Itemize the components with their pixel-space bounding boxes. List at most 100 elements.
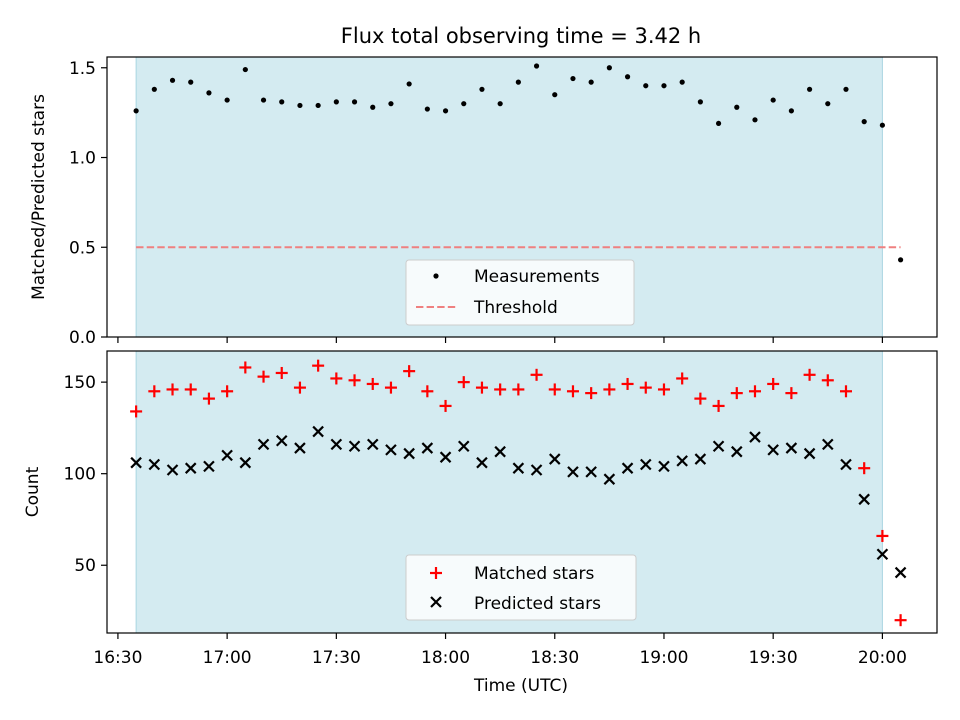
measurement-point (315, 102, 321, 109)
predicted-star-point (548, 453, 561, 465)
x-tick-label: 18:30 (530, 648, 579, 668)
measurement-point (515, 79, 521, 85)
x-tick-label: 16:30 (93, 648, 142, 668)
predicted-star-point (621, 462, 634, 474)
x-tick-label: 18:00 (421, 648, 470, 668)
matched-star-point (603, 383, 616, 396)
predicted-star-point (785, 442, 798, 454)
x-tick-label: 17:00 (203, 648, 252, 668)
predicted-star-point (494, 445, 506, 458)
top-y-tick-label: 0.5 (69, 238, 96, 258)
matched-star-point (712, 399, 725, 412)
legend-predicted-marker (430, 596, 442, 608)
measurement-point (224, 97, 230, 103)
measurement-point (661, 83, 667, 89)
matched-star-point (694, 392, 707, 405)
matched-star-point (184, 383, 197, 396)
legend-predicted-label: Predicted stars (474, 594, 601, 614)
measurement-point (333, 99, 339, 105)
matched-star-point (730, 387, 743, 400)
measurement-point (770, 97, 776, 103)
matched-star-point (767, 377, 780, 390)
matched-star-point (239, 361, 252, 374)
predicted-star-point (239, 456, 252, 469)
measurement-point (406, 81, 412, 87)
predicted-star-point (567, 466, 579, 478)
measurement-point (788, 108, 794, 114)
predicted-star-point (330, 438, 343, 451)
matched-star-point (821, 374, 834, 387)
matched-star-point (166, 383, 179, 396)
bottom-y-axis-label: Count (23, 466, 43, 517)
matched-star-point (785, 387, 798, 400)
measurement-point (497, 101, 503, 107)
predicted-star-point (421, 442, 434, 454)
measurement-point (588, 79, 594, 85)
chart-title: Flux total observing time = 3.42 h (341, 24, 701, 48)
predicted-star-point (312, 425, 324, 438)
measurement-point (570, 75, 576, 82)
matched-star-point (221, 385, 234, 398)
predicted-star-point (166, 464, 179, 476)
predicted-star-point (822, 438, 834, 451)
predicted-star-point (676, 455, 688, 467)
measurement-point (752, 117, 758, 123)
measurement-point (424, 106, 430, 112)
measurement-point (643, 83, 649, 89)
matched-star-point (657, 383, 670, 396)
measurement-point (388, 101, 394, 107)
measurement-point (825, 101, 831, 107)
predicted-stars-points (130, 425, 907, 579)
top-x-ticks (117, 337, 883, 343)
measurement-point (151, 86, 157, 92)
predicted-star-point (731, 445, 743, 458)
matched-star-point (858, 462, 871, 475)
predicted-star-point (767, 444, 779, 456)
matched-star-point (512, 383, 525, 396)
measurement-point (697, 99, 703, 105)
matched-star-point (876, 529, 889, 542)
x-tick-label: 19:00 (639, 648, 688, 668)
bottom-axes-frame (106, 350, 938, 634)
matched-star-point (312, 359, 325, 372)
predicted-star-point (803, 447, 816, 460)
predicted-star-point (184, 462, 197, 474)
bottom-y-tick-label: 50 (74, 556, 96, 576)
matched-star-point (494, 383, 507, 396)
top-y-tick-label: 0.0 (69, 328, 96, 348)
bottom-y-tick-label: 150 (64, 373, 96, 393)
predicted-star-point (603, 473, 616, 485)
top-y-tick-label: 1.0 (69, 149, 96, 169)
measurement-point (606, 65, 612, 71)
matched-star-point (148, 385, 161, 398)
matched-star-point (366, 377, 379, 390)
predicted-star-point (439, 451, 452, 463)
matched-star-point (548, 383, 561, 396)
matched-star-point (275, 366, 288, 379)
bottom-legend-box (405, 554, 637, 621)
matched-star-point (839, 385, 852, 398)
bottom-x-ticks: 16:30 17:00 17:30 18:00 18:30 19:00 19:30 20:00 (93, 633, 907, 668)
measurement-point (188, 79, 194, 85)
matched-stars-points (130, 359, 907, 627)
measurement-point (297, 102, 303, 109)
top-legend: Measurements Threshold (405, 259, 635, 326)
matched-star-point (130, 405, 143, 418)
measurement-point (806, 86, 813, 92)
top-legend-box (405, 259, 635, 326)
matched-star-point (894, 614, 907, 627)
predicted-star-point (130, 456, 142, 469)
predicted-star-point (530, 464, 543, 476)
matched-star-point (257, 370, 270, 383)
legend-matched-label: Matched stars (474, 564, 594, 584)
legend-threshold-label: Threshold (473, 298, 558, 318)
predicted-star-point (876, 548, 889, 561)
predicted-star-point (257, 438, 270, 451)
matched-star-point (330, 372, 343, 385)
legend-measurement-marker (433, 273, 439, 279)
predicted-star-point (294, 442, 306, 454)
measurement-point (370, 104, 376, 110)
matched-star-point (676, 372, 689, 385)
